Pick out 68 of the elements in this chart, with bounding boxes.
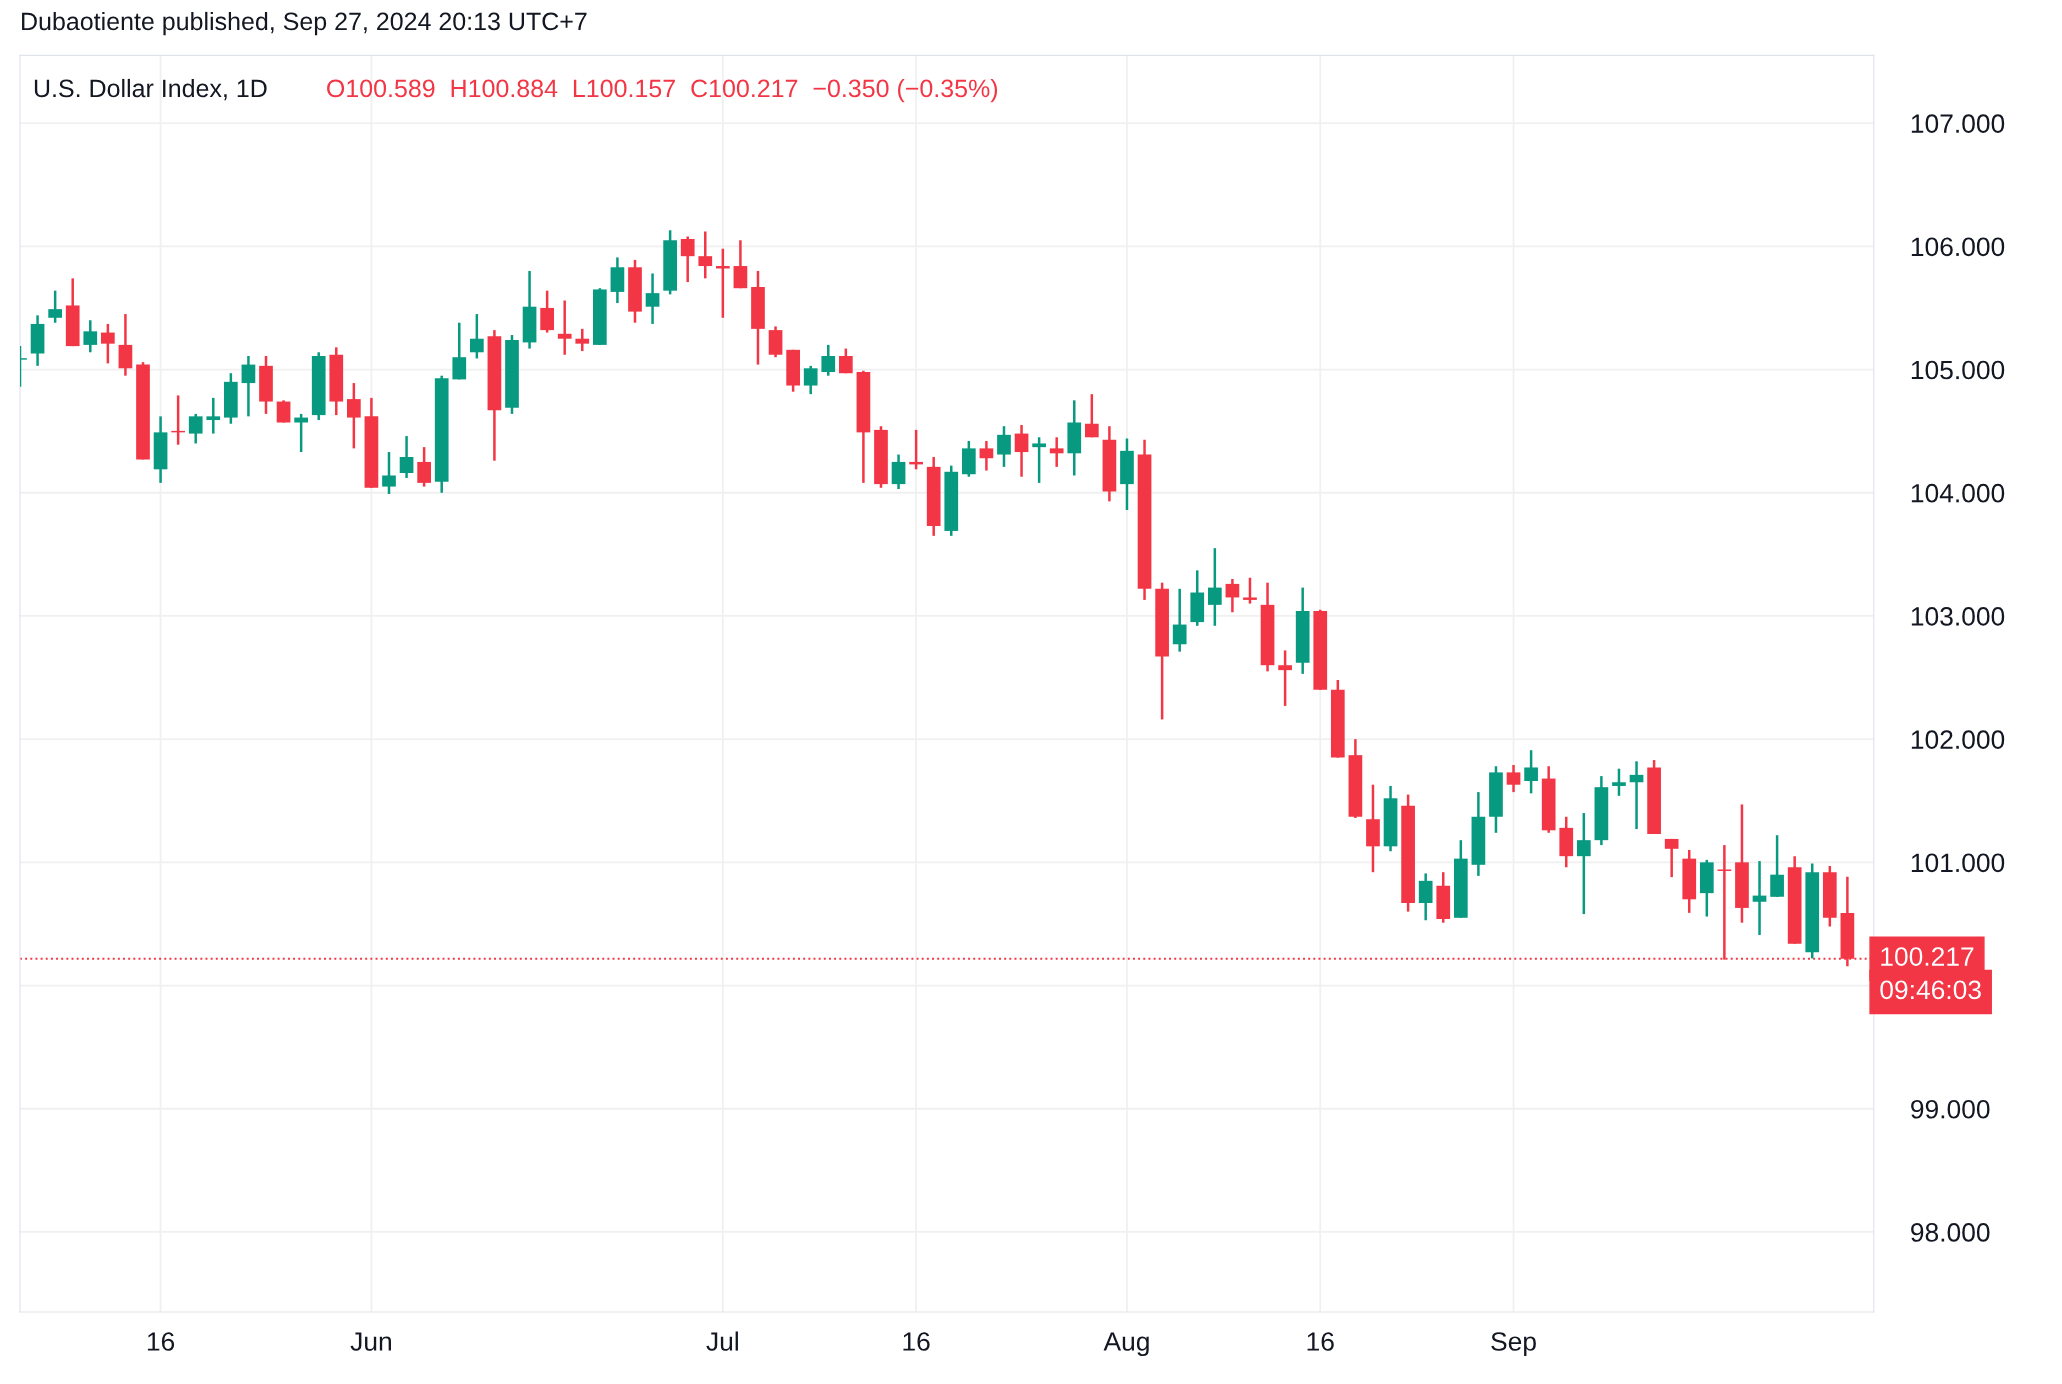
candlestick — [1752, 859, 1767, 937]
candlestick — [645, 272, 660, 326]
candlestick — [347, 381, 361, 450]
candlestick — [557, 299, 572, 356]
candlestick — [715, 247, 730, 320]
candlestick — [1612, 767, 1626, 798]
text: Dubaotiente published, Sep 27, 2024 20:13 UTC+7 — [22, 11, 587, 36]
candlestick — [1049, 436, 1064, 469]
candlestick — [1770, 833, 1784, 899]
candlestick — [1506, 763, 1521, 794]
y-tick-label: 98.000 — [1911, 1223, 1990, 1242]
x-tick-label: Jul — [706, 1331, 738, 1351]
candlestick — [1278, 649, 1292, 708]
candlestick — [733, 238, 748, 290]
candlestick — [1418, 872, 1433, 922]
candlestick — [1524, 748, 1538, 795]
candlestick — [83, 319, 98, 354]
candlestick — [206, 396, 221, 435]
candlestick — [698, 230, 713, 280]
candlestick — [1629, 760, 1644, 831]
candlestick — [575, 327, 590, 353]
candlestick — [101, 322, 115, 365]
candlestick — [803, 364, 818, 396]
y-tick-label: 102.000 — [1911, 730, 2005, 749]
candlestick — [1207, 546, 1222, 628]
candlestick — [540, 289, 554, 334]
candlestick — [891, 453, 906, 491]
candlestick — [1084, 392, 1099, 439]
candlestick — [469, 312, 484, 360]
candlestick — [399, 434, 414, 480]
x-tick-label: Jun — [350, 1332, 391, 1351]
candlestick — [118, 312, 133, 377]
candlestick — [1032, 436, 1046, 485]
candlestick — [1243, 576, 1257, 605]
candlestick — [452, 321, 467, 381]
candlestick — [188, 412, 203, 445]
x-tick-label: 16 — [903, 1332, 930, 1351]
text: 09:46:03 — [1880, 980, 1981, 1000]
text: U.S. Dollar Index, 1D — [34, 78, 267, 101]
x-tick-label: Sep — [1491, 1332, 1536, 1357]
candlestick — [1172, 587, 1187, 653]
annotation: O100.589 H100.884 L100.157 C100.217 −0.350 (−0.35%) — [327, 78, 998, 103]
candlestick — [417, 445, 431, 488]
candlestick — [48, 289, 62, 324]
candlestick — [1014, 423, 1029, 478]
x-tick-label: Aug — [1103, 1332, 1149, 1357]
x-tick-label: 16 — [147, 1332, 175, 1351]
candlestick — [680, 235, 695, 284]
candlestick — [838, 347, 853, 375]
candlestick — [1576, 811, 1591, 916]
y-tick-label: 103.000 — [1911, 607, 2005, 626]
y-tick-label: 105.000 — [1911, 360, 2005, 380]
y-tick-label: 107.000 — [1911, 114, 2005, 133]
ref-line-label: 100.217 — [1881, 947, 1974, 966]
y-tick-label: 99.000 — [1911, 1099, 1990, 1119]
y-tick-label: 106.000 — [1911, 237, 2005, 257]
candlestick — [241, 354, 256, 418]
candlestick — [382, 450, 396, 496]
x-tick-label: 16 — [1307, 1332, 1334, 1351]
y-tick-label: 104.000 — [1911, 483, 2005, 503]
candlestick — [979, 439, 994, 472]
candlestick — [821, 343, 836, 377]
candlestick — [276, 399, 291, 424]
candlestick — [294, 412, 308, 454]
candlestick — [1225, 577, 1240, 614]
candlestick — [1664, 837, 1679, 879]
candlestick — [997, 424, 1011, 469]
y-tick-label: 101.000 — [1911, 853, 2005, 873]
